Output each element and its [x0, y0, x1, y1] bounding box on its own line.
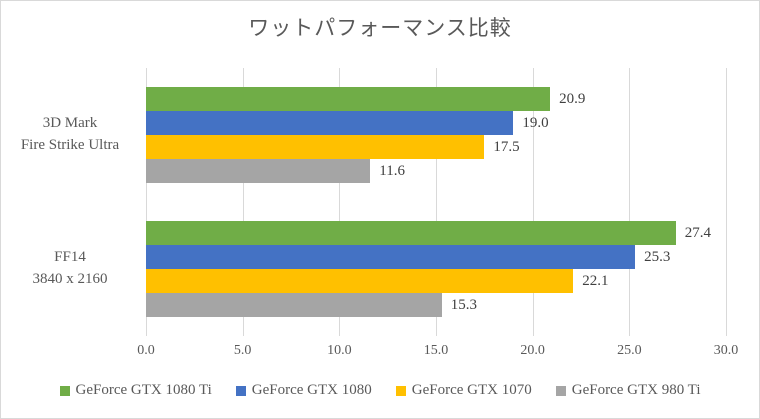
- bar-row: 11.6: [146, 159, 726, 183]
- gridline: [146, 68, 147, 336]
- bar-row: 25.3: [146, 245, 726, 269]
- gridline: [242, 68, 244, 336]
- category-label-line: 3840 x 2160: [32, 271, 108, 287]
- bar: [146, 87, 551, 111]
- legend-label: GeForce GTX 1080: [251, 382, 372, 398]
- value-axis: 0.0 5.0 10.0 15.0 20.0 25.0 30.0: [137, 343, 738, 363]
- category-group: 27.4 25.3 22.1 15.3: [146, 202, 726, 336]
- legend-item: GeForce GTX 980 Ti: [555, 382, 701, 399]
- x-tick-label: 5.0: [233, 343, 252, 358]
- category-label-line: 3D Mark: [42, 115, 98, 132]
- x-tick-label: 0.0: [137, 343, 155, 358]
- data-label: 19.0: [522, 114, 549, 131]
- category-label: FF14 3840 x 2160: [1, 202, 139, 336]
- category-label: 3D Mark Fire Strike Ultra: [1, 68, 139, 202]
- gridline: [629, 68, 631, 336]
- category-label-line: Fire Strike Ultra: [20, 137, 120, 153]
- bar: [146, 221, 676, 245]
- legend-label: GeForce GTX 1070: [411, 382, 532, 398]
- x-tick-label: 10.0: [327, 343, 352, 358]
- x-tick-label: 25.0: [617, 343, 642, 358]
- gridline: [436, 68, 437, 336]
- x-tick-label: 30.0: [713, 343, 739, 358]
- bar: [146, 159, 371, 183]
- legend-item: GeForce GTX 1080 Ti: [59, 382, 212, 399]
- data-label: 17.5: [493, 138, 520, 155]
- gridline: [532, 68, 534, 336]
- bar-row: 27.4: [146, 221, 726, 245]
- x-tick-label: 20.0: [520, 343, 545, 358]
- data-label: 15.3: [450, 296, 478, 313]
- data-label: 22.1: [582, 272, 609, 289]
- gridline: [726, 68, 727, 336]
- bar: [146, 293, 442, 317]
- bar-row: 15.3: [146, 293, 726, 317]
- gridline: [339, 68, 341, 336]
- data-label: 20.9: [559, 90, 586, 107]
- chart-title: ワットパフォーマンス比較: [248, 16, 512, 40]
- bar-row: 19.0: [146, 111, 726, 135]
- legend-label: GeForce GTX 980 Ti: [571, 382, 701, 398]
- legend-swatch-icon: [555, 385, 566, 396]
- bar: [146, 269, 574, 293]
- x-tick-label: 15.0: [423, 343, 449, 358]
- data-label: 27.4: [684, 224, 711, 241]
- category-axis: 3D Mark Fire Strike Ultra FF14 3840 x 2160: [1, 68, 139, 336]
- legend-swatch-icon: [235, 385, 246, 396]
- bar-row: 20.9: [146, 87, 726, 111]
- bar-row: 22.1: [146, 269, 726, 293]
- legend: GeForce GTX 1080 Ti GeForce GTX 1080 GeFor…: [1, 382, 759, 399]
- category-label-line: FF14: [54, 249, 86, 266]
- legend-swatch-icon: [59, 385, 70, 396]
- data-label: 25.3: [644, 248, 671, 265]
- bar: [146, 245, 636, 269]
- bar: [146, 111, 514, 135]
- plot-area: 20.9 19.0 17.5 11.6 27.4 25.3 22.1 15.3: [146, 68, 727, 336]
- category-group: 20.9 19.0 17.5 11.6: [146, 68, 726, 202]
- legend-label: GeForce GTX 1080 Ti: [75, 382, 212, 398]
- legend-item: GeForce GTX 1070: [395, 382, 532, 399]
- bar-row: 17.5: [146, 135, 726, 159]
- data-label: 11.6: [379, 162, 405, 179]
- bar: [146, 135, 485, 159]
- legend-item: GeForce GTX 1080: [235, 382, 372, 399]
- legend-swatch-icon: [395, 385, 406, 396]
